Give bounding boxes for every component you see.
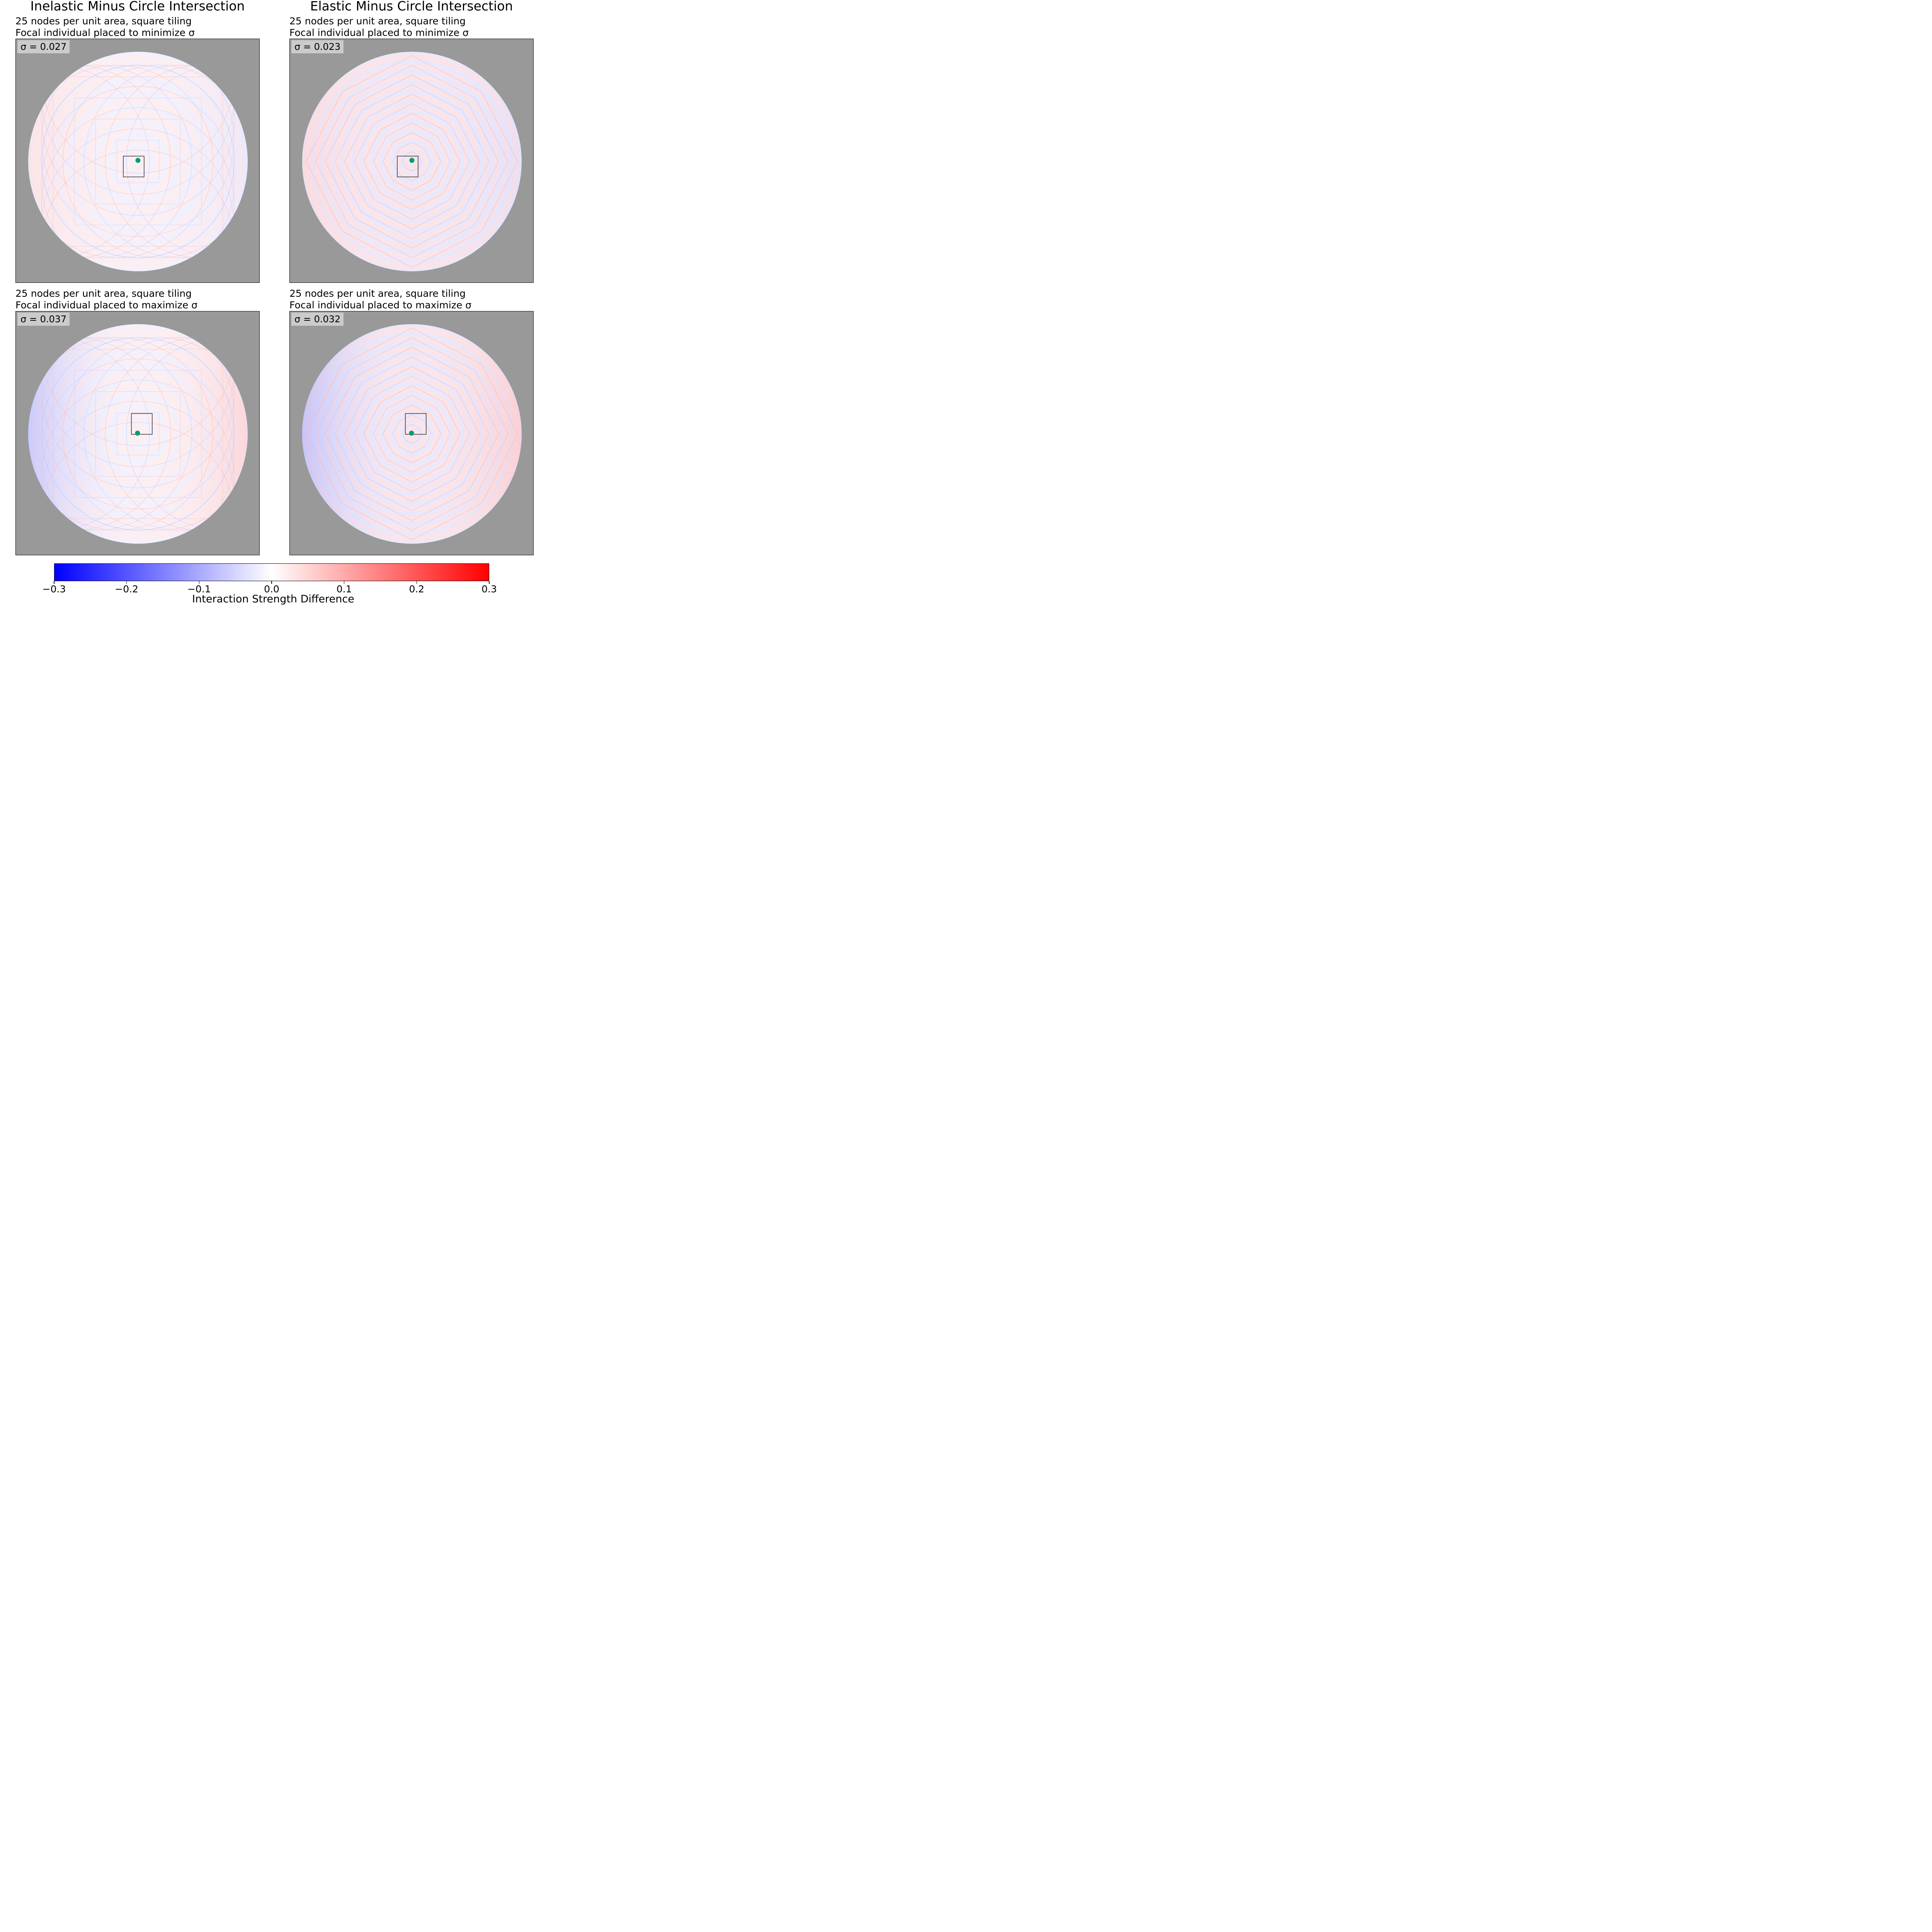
colorbar-tick-mark bbox=[126, 581, 127, 584]
heatmap-field bbox=[28, 51, 248, 272]
subtitle-line-placement: Focal individual placed to maximize σ bbox=[15, 299, 198, 311]
tiling-square bbox=[53, 349, 223, 519]
subtitle-line-placement: Focal individual placed to minimize σ bbox=[289, 27, 469, 38]
tiling-arc bbox=[41, 359, 235, 544]
heatmap-panel-inelastic-minimize: σ = 0.027 bbox=[15, 39, 260, 283]
heatmap-plot bbox=[28, 51, 248, 272]
tiling-ring bbox=[402, 151, 422, 172]
tiling-arc bbox=[63, 65, 248, 258]
sigma-badge: σ = 0.032 bbox=[291, 313, 344, 326]
tiling-square bbox=[116, 140, 160, 183]
tiling-ring bbox=[354, 103, 470, 220]
sigma-badge: σ = 0.023 bbox=[291, 40, 344, 53]
sigma-badge: σ = 0.037 bbox=[17, 313, 70, 326]
tiling-arc bbox=[41, 107, 235, 272]
tiling-arc bbox=[28, 65, 213, 258]
tiling-ring bbox=[383, 132, 441, 191]
colorbar-label: Interaction Strength Difference bbox=[192, 593, 354, 605]
colorbar-tick-label: 0.3 bbox=[481, 583, 497, 595]
tiling-ring bbox=[306, 55, 518, 268]
tiling-ring bbox=[315, 337, 509, 531]
tiling-arc bbox=[41, 324, 235, 509]
focal-individual-marker bbox=[409, 158, 415, 163]
focal-individual-marker bbox=[409, 430, 414, 436]
tiling-arc bbox=[41, 51, 235, 237]
colorbar bbox=[54, 563, 489, 581]
tiling-arc bbox=[41, 86, 235, 272]
tiling-ring bbox=[402, 424, 422, 444]
panel-subtitle: 25 nodes per unit area, square tiling Fo… bbox=[289, 15, 469, 39]
tiling-ring bbox=[373, 395, 451, 473]
subtitle-line-placement: Focal individual placed to minimize σ bbox=[15, 27, 195, 38]
tiling-ring bbox=[363, 113, 461, 210]
tiling-square bbox=[95, 391, 181, 477]
subtitle-line-density: 25 nodes per unit area, square tiling bbox=[289, 288, 466, 299]
tiling-ring bbox=[325, 75, 499, 248]
unit-cell-box bbox=[131, 413, 153, 435]
unit-cell-box bbox=[405, 413, 427, 435]
colorbar-tick-mark bbox=[344, 581, 345, 584]
focal-individual-marker bbox=[135, 430, 140, 436]
heatmap-plot bbox=[302, 324, 522, 544]
tiling-ring bbox=[315, 65, 509, 258]
column-title-inelastic: Inelastic Minus Circle Intersection bbox=[30, 0, 245, 14]
tiling-arc bbox=[83, 337, 248, 531]
tiling-square bbox=[74, 97, 202, 226]
tiling-square bbox=[53, 77, 223, 247]
tiling-square bbox=[116, 412, 160, 456]
tiling-arc bbox=[41, 379, 235, 544]
colorbar-tick-mark bbox=[199, 581, 200, 584]
colorbar-tick-label: −0.3 bbox=[42, 583, 66, 595]
tiling-square bbox=[74, 370, 202, 498]
panel-subtitle: 25 nodes per unit area, square tiling Fo… bbox=[15, 288, 197, 311]
tiling-arc bbox=[41, 65, 235, 258]
colorbar-tick-mark bbox=[271, 581, 272, 584]
panel-subtitle: 25 nodes per unit area, square tiling Fo… bbox=[15, 15, 195, 39]
tiling-ring bbox=[373, 122, 451, 201]
tiling-ring bbox=[363, 385, 461, 483]
colorbar-tick-label: 0.0 bbox=[264, 583, 279, 595]
tiling-arc bbox=[28, 337, 213, 531]
colorbar-tick-label: 0.2 bbox=[409, 583, 425, 595]
colorbar-tick-label: −0.2 bbox=[115, 583, 139, 595]
unit-cell-box bbox=[123, 156, 145, 177]
heatmap-arcs bbox=[306, 55, 518, 268]
tiling-ring bbox=[344, 366, 480, 502]
tiling-arc bbox=[28, 337, 192, 531]
subtitle-line-density: 25 nodes per unit area, square tiling bbox=[15, 288, 192, 299]
heatmap-plot bbox=[28, 324, 248, 544]
heatmap-plot bbox=[302, 51, 522, 272]
tiling-ring bbox=[383, 405, 441, 463]
tiling-ring bbox=[306, 328, 518, 540]
tiling-arc bbox=[41, 337, 235, 531]
column-title-elastic: Elastic Minus Circle Intersection bbox=[310, 0, 513, 14]
tiling-arc bbox=[83, 65, 248, 258]
tiling-arc bbox=[63, 337, 248, 531]
tiling-ring bbox=[392, 142, 432, 181]
focal-individual-marker bbox=[135, 158, 141, 163]
tiling-arc bbox=[41, 51, 235, 216]
tiling-ring bbox=[344, 94, 480, 230]
tiling-ring bbox=[392, 414, 432, 454]
unit-cell-box bbox=[397, 156, 418, 177]
tiling-ring bbox=[334, 84, 490, 239]
colorbar-tick-mark bbox=[489, 581, 490, 584]
tiling-square bbox=[95, 119, 181, 204]
panel-subtitle: 25 nodes per unit area, square tiling Fo… bbox=[289, 288, 471, 311]
colorbar-tick-label: 0.1 bbox=[336, 583, 352, 595]
tiling-ring bbox=[334, 356, 490, 512]
heatmap-panel-elastic-maximize: σ = 0.032 bbox=[289, 311, 534, 555]
heatmap-arcs bbox=[306, 328, 518, 540]
sigma-badge: σ = 0.027 bbox=[17, 40, 70, 53]
subtitle-line-density: 25 nodes per unit area, square tiling bbox=[15, 15, 192, 27]
subtitle-line-density: 25 nodes per unit area, square tiling bbox=[289, 15, 466, 27]
heatmap-panel-inelastic-maximize: σ = 0.037 bbox=[15, 311, 260, 555]
heatmap-panel-elastic-minimize: σ = 0.023 bbox=[289, 39, 534, 283]
colorbar-tick-label: −0.1 bbox=[187, 583, 211, 595]
tiling-ring bbox=[354, 376, 470, 492]
subtitle-line-placement: Focal individual placed to maximize σ bbox=[289, 299, 472, 311]
tiling-arc bbox=[28, 65, 192, 258]
tiling-ring bbox=[325, 347, 499, 521]
tiling-arc bbox=[41, 324, 235, 488]
